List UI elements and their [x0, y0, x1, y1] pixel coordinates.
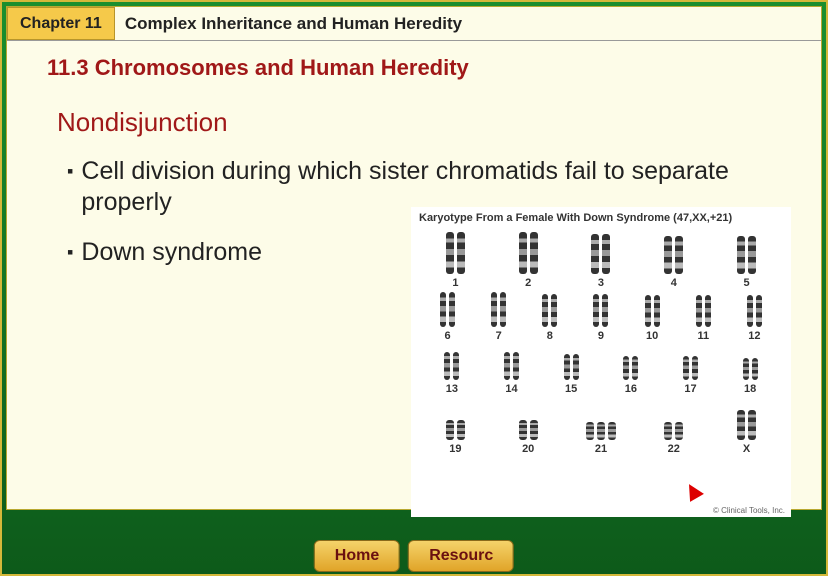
chromosome-pair: 22 — [641, 395, 706, 455]
chromosome-pair: 12 — [730, 289, 779, 342]
chromosome-pair: 1 — [423, 229, 488, 289]
chromosome-label: 12 — [748, 330, 760, 342]
chromosome-pair: 9 — [576, 289, 625, 342]
chromosome-pair: 4 — [641, 229, 706, 289]
chromosome-pair: 13 — [423, 342, 481, 395]
nav-buttons: Home Resourc — [314, 540, 514, 572]
chromosome-label: 2 — [525, 277, 531, 289]
karyotype-row-4: 19 20 21 22 X — [411, 395, 791, 455]
chromosome-label: 18 — [744, 383, 756, 395]
chromosome-pair: 2 — [496, 229, 561, 289]
topic-title: Nondisjunction — [7, 91, 821, 146]
chromosome-pair: 16 — [602, 342, 660, 395]
chromosome-label: 22 — [668, 443, 680, 455]
karyotype-row-1: 1 2 3 4 5 — [411, 229, 791, 289]
chromosome-label: 1 — [452, 277, 458, 289]
chromosome-label: 14 — [505, 383, 517, 395]
resources-button[interactable]: Resourc — [408, 540, 514, 572]
arrow-icon — [682, 480, 704, 502]
chromosome-pair: 5 — [714, 229, 779, 289]
karyotype-row-3: 13 14 15 16 17 18 — [411, 342, 791, 395]
chromosome-label: 19 — [449, 443, 461, 455]
chromosome-label: 10 — [646, 330, 658, 342]
chromosome-label: 8 — [547, 330, 553, 342]
chromosome-pair: 8 — [525, 289, 574, 342]
chromosome-pair: 20 — [496, 395, 561, 455]
section-title: 11.3 Chromosomes and Human Heredity — [7, 41, 821, 91]
header-bar: Chapter 11 Complex Inheritance and Human… — [7, 7, 821, 41]
bullet-marker-icon: ▪ — [67, 242, 73, 263]
chromosome-label: 20 — [522, 443, 534, 455]
chromosome-label: 16 — [625, 383, 637, 395]
slide-frame: Chapter 11 Complex Inheritance and Human… — [0, 0, 828, 576]
chromosome-label: 11 — [697, 330, 709, 342]
chromosome-pair: 7 — [474, 289, 523, 342]
chromosome-pair: 3 — [569, 229, 634, 289]
karyotype-title: Karyotype From a Female With Down Syndro… — [411, 207, 791, 229]
chromosome-pair: 10 — [628, 289, 677, 342]
bullet-text: Down syndrome — [81, 237, 262, 268]
chromosome-pair: 18 — [721, 342, 779, 395]
chromosome-pair: 19 — [423, 395, 488, 455]
chromosome-label: 4 — [671, 277, 677, 289]
chromosome-label: 21 — [595, 443, 607, 455]
content-area: Chapter 11 Complex Inheritance and Human… — [6, 6, 822, 510]
home-button[interactable]: Home — [314, 540, 400, 572]
chromosome-pair: 17 — [662, 342, 720, 395]
chromosome-pair: 11 — [679, 289, 728, 342]
chromosome-label: X — [743, 443, 750, 455]
image-credit: © Clinical Tools, Inc. — [713, 506, 785, 515]
chromosome-label: 3 — [598, 277, 604, 289]
chromosome-pair: 14 — [483, 342, 541, 395]
bullet-marker-icon: ▪ — [67, 161, 73, 182]
chromosome-pair: 21 — [569, 395, 634, 455]
karyotype-row-2: 6 7 8 9 10 11 12 — [411, 289, 791, 342]
chromosome-label: 17 — [684, 383, 696, 395]
karyotype-image: Karyotype From a Female With Down Syndro… — [411, 207, 791, 517]
chromosome-label: 6 — [445, 330, 451, 342]
chromosome-label: 5 — [744, 277, 750, 289]
chapter-label: Chapter 11 — [7, 7, 115, 40]
chromosome-label: 9 — [598, 330, 604, 342]
chromosome-label: 15 — [565, 383, 577, 395]
chromosome-label: 7 — [496, 330, 502, 342]
chromosome-pair: 15 — [542, 342, 600, 395]
chromosome-label: 13 — [446, 383, 458, 395]
chromosome-pair: X — [714, 395, 779, 455]
chromosome-pair: 6 — [423, 289, 472, 342]
chapter-title: Complex Inheritance and Human Heredity — [115, 7, 821, 40]
